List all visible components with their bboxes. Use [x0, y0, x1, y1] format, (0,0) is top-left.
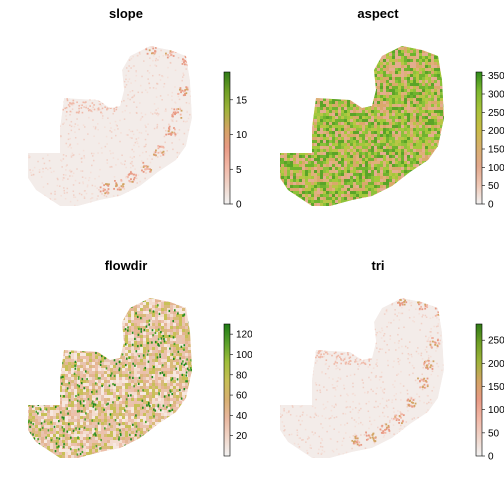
aspect-map: 0 50 100 150 200 250 300 350	[280, 46, 504, 211]
legend-tick-label: 150	[488, 145, 504, 156]
legend-colorbar	[223, 323, 231, 457]
slope-map: 0 5 10 15	[28, 46, 248, 211]
panel-title: flowdir	[104, 258, 148, 273]
legend-tick-label: 5	[236, 165, 242, 176]
legend-colorbar	[475, 323, 483, 457]
legend-tick-label: 200	[488, 359, 504, 370]
legend-tick-label: 150	[488, 382, 504, 393]
map-raster	[28, 46, 192, 206]
legend-tick-label: 100	[488, 405, 504, 416]
map-raster	[28, 298, 192, 458]
legend-tick-label: 10	[236, 130, 248, 141]
panel-slope: slope 0 5 10 15	[0, 0, 252, 252]
legend-tick-label: 50	[488, 181, 500, 192]
legend-colorbar	[475, 71, 483, 205]
legend-tick-label: 15	[236, 95, 248, 106]
legend-tick-label: 0	[236, 200, 242, 211]
legend-tick-label: 0	[488, 452, 494, 463]
panel-title: tri	[371, 258, 385, 273]
panel-flowdir: flowdir 20 40 60 80 100 120	[0, 252, 252, 504]
legend-tick-label: 60	[236, 391, 248, 402]
legend-tick-label: 350	[488, 71, 504, 82]
legend-tick-label: 0	[488, 200, 494, 211]
panel-title: slope	[109, 6, 143, 21]
flowdir-map: 20 40 60 80 100 120	[28, 298, 252, 458]
legend-tick-label: 300	[488, 90, 504, 101]
legend-tick-label: 250	[488, 336, 504, 347]
legend-tick-label: 50	[488, 428, 500, 439]
legend-tick-label: 100	[236, 350, 252, 361]
panel-tri: tri 0 50 100 150 200 250	[252, 252, 504, 504]
map-raster	[280, 46, 444, 206]
legend-tick-label: 200	[488, 126, 504, 137]
legend-tick-label: 120	[236, 330, 252, 341]
panel-title: aspect	[357, 6, 399, 21]
legend-tick-label: 40	[236, 411, 248, 422]
legend-tick-label: 20	[236, 431, 248, 442]
map-raster	[280, 298, 444, 458]
tri-map: 0 50 100 150 200 250	[280, 298, 504, 463]
panel-aspect: aspect 0 50 100 150 200 250 300 350	[252, 0, 504, 252]
legend-tick-label: 250	[488, 108, 504, 119]
legend-tick-label: 80	[236, 370, 248, 381]
legend-colorbar	[223, 71, 231, 205]
legend-tick-label: 100	[488, 163, 504, 174]
